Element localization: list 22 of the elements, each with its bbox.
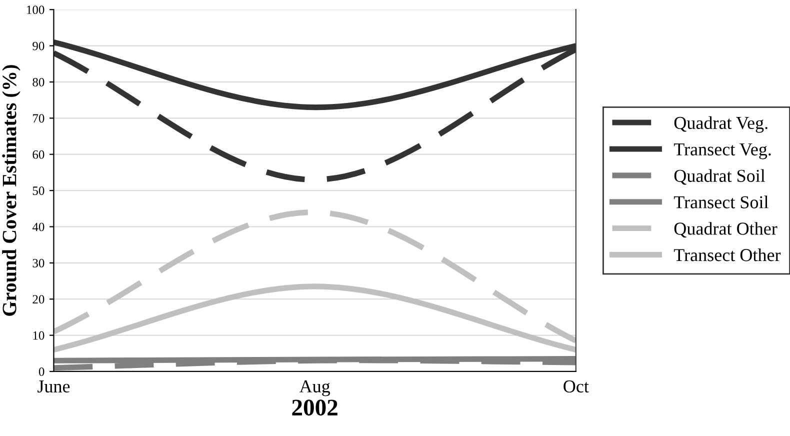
legend-label: Quadrat Soil — [674, 169, 766, 185]
legend-label: Transect Soil — [674, 196, 768, 208]
y-tick-label: 30 — [32, 258, 44, 268]
y-tick-label: 60 — [32, 150, 44, 159]
legend-label: Quadrat Veg. — [674, 116, 768, 133]
x-tick-label: Oct — [564, 380, 589, 393]
legend-label: Transect Veg. — [674, 143, 771, 160]
y-tick-label: 70 — [33, 114, 44, 123]
legend-label: Transect Other — [674, 248, 781, 262]
x-axis-title: 2002 — [292, 400, 338, 416]
legend-label: Quadrat Other — [674, 222, 778, 238]
y-tick-label: 100 — [27, 6, 44, 14]
y-tick-label: 80 — [32, 78, 44, 86]
x-tick-label: June — [38, 380, 70, 393]
y-tick-label: 10 — [33, 331, 44, 340]
y-tick-label: 90 — [32, 42, 44, 50]
y-tick-label: 40 — [32, 222, 44, 232]
y-tick-label: 50 — [32, 186, 44, 195]
y-axis-title: Ground Cover Estimates (%) — [2, 65, 20, 316]
x-tick-label: Aug — [299, 380, 330, 396]
y-tick-label: 0 — [38, 367, 44, 376]
y-tick-label: 20 — [32, 295, 44, 304]
